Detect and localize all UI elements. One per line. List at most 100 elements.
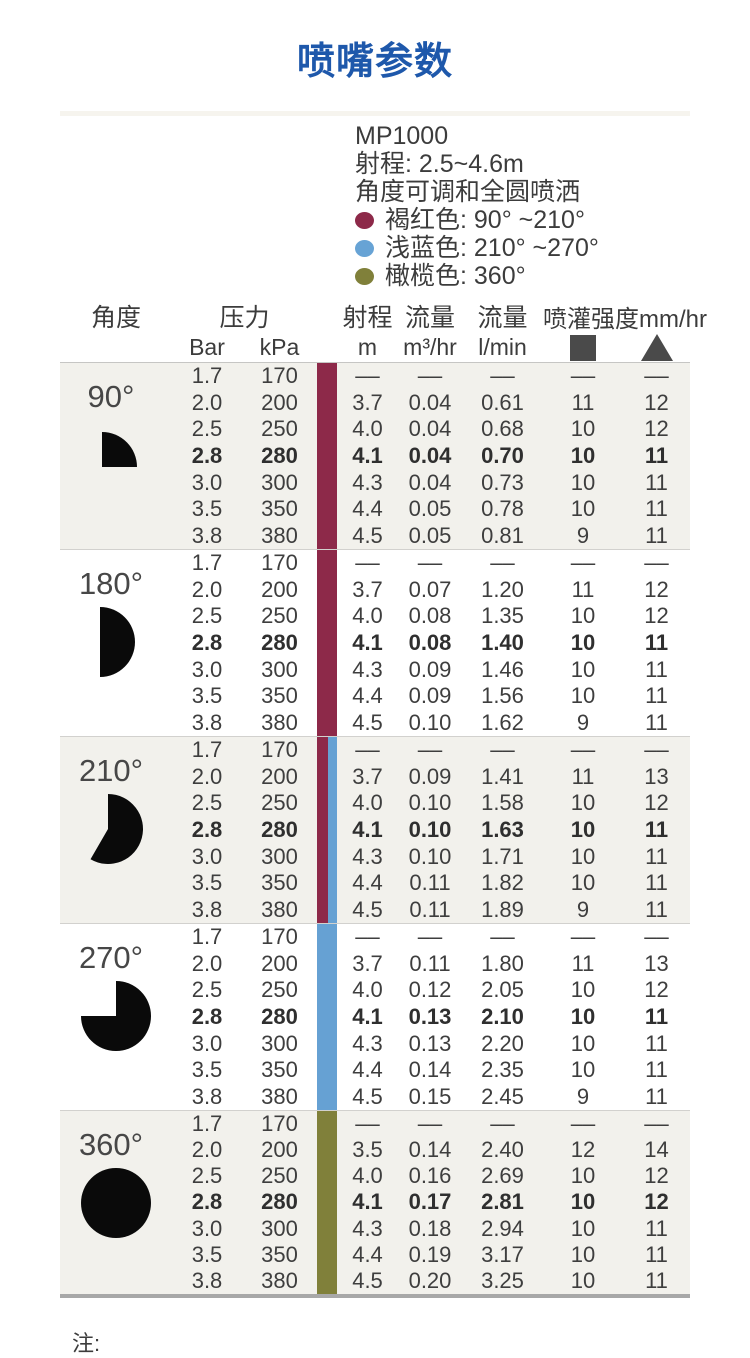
table-cell: 2.5 bbox=[191, 416, 223, 442]
table-cell: 2.8 bbox=[191, 629, 223, 655]
table-cell: 0.11 bbox=[409, 896, 451, 922]
table-row: 2.0 200 3.5 0.14 2.40 12 14 bbox=[60, 1137, 690, 1163]
table-cell: –– bbox=[570, 1111, 596, 1137]
table-cell: 10 bbox=[570, 1189, 596, 1215]
table-row: 3.0 300 4.3 0.09 1.46 10 11 bbox=[60, 656, 690, 683]
table-header: 角度 压力 射程 流量 流量 喷灌强度mm/hr Bar kPa m m³/hr… bbox=[60, 298, 707, 363]
table-row: 2.8 280 4.1 0.17 2.81 10 12 bbox=[60, 1189, 690, 1215]
product-range: 射程: 2.5~4.6m bbox=[355, 150, 524, 178]
table-cell: 11 bbox=[645, 469, 668, 495]
table-row: 2.5 250 4.0 0.12 2.05 10 12 bbox=[60, 977, 690, 1004]
table-cell: 0.20 bbox=[408, 1267, 452, 1293]
table-cell: 2.40 bbox=[481, 1137, 524, 1163]
table-cell: 12 bbox=[644, 416, 669, 442]
table-row: 1.7 170 –– –– –– –– –– bbox=[60, 363, 690, 390]
table-cell: 1.62 bbox=[481, 709, 524, 735]
table-cell: –– bbox=[417, 737, 443, 763]
table-cell: 1.20 bbox=[481, 576, 524, 602]
table-cell: 10 bbox=[570, 1057, 596, 1083]
table-cell: 170 bbox=[261, 550, 298, 576]
table-cell: 10 bbox=[570, 629, 596, 655]
table-cell: –– bbox=[644, 550, 669, 576]
table-cell: 3.0 bbox=[191, 843, 223, 869]
table-cell: 0.14 bbox=[408, 1057, 452, 1083]
table-cell: 10 bbox=[570, 1003, 596, 1029]
table-cell: 250 bbox=[261, 1163, 298, 1189]
table-cell: 2.69 bbox=[481, 1163, 524, 1189]
table-cell: 2.81 bbox=[481, 1189, 524, 1215]
table-cell: –– bbox=[490, 1111, 515, 1137]
table-cell: 380 bbox=[261, 709, 298, 735]
table-cell: –– bbox=[490, 363, 515, 389]
bar-strip bbox=[317, 550, 337, 736]
table-cell: 2.0 bbox=[191, 1137, 223, 1163]
table-cell: 12 bbox=[570, 1137, 596, 1163]
angle-block: 90° bbox=[60, 363, 172, 549]
table-cell: 1.7 bbox=[191, 737, 223, 763]
table-cell: 0.10 bbox=[408, 709, 452, 735]
table-cell: 4.4 bbox=[352, 870, 383, 896]
table-cell: 250 bbox=[261, 790, 298, 816]
table-cell: 14 bbox=[644, 1137, 669, 1163]
table-cell: 10 bbox=[570, 1215, 596, 1241]
table-cell: 4.4 bbox=[352, 1057, 383, 1083]
table-cell: 1.82 bbox=[481, 870, 524, 896]
table-row: 3.0 300 4.3 0.04 0.73 10 11 bbox=[60, 469, 690, 496]
header-pressure: 压力 bbox=[219, 304, 270, 332]
section-rows: 1.7 170 –– –– –– –– –– 2.0 200 3.7 0.04 0.61 11 12 2.5… bbox=[60, 363, 690, 549]
bar-strip bbox=[317, 924, 337, 1110]
table-row: 3.8 380 4.5 0.11 1.89 9 11 bbox=[60, 896, 690, 923]
table-cell: 2.0 bbox=[191, 576, 223, 602]
angle-block: 210° bbox=[60, 737, 172, 923]
section-rows: 1.7 170 –– –– –– –– –– 2.0 200 3.7 0.07 1.20 11 12 2.5… bbox=[60, 550, 690, 736]
table-cell: 380 bbox=[261, 896, 298, 922]
table-row: 2.8 280 4.1 0.10 1.63 10 11 bbox=[60, 817, 690, 844]
table-cell: 4.5 bbox=[352, 1083, 383, 1109]
table-cell: 0.04 bbox=[408, 442, 452, 468]
section-360: 1.7 170 –– –– –– –– –– 2.0 200 3.5 0.14 2.40 12 14 2.5… bbox=[60, 1111, 690, 1298]
section-90: 1.7 170 –– –– –– –– –– 2.0 200 3.7 0.04 0.61 11 12 2.5… bbox=[60, 363, 690, 550]
table-row: 1.7 170 –– –– –– –– –– bbox=[60, 924, 690, 951]
spray-arc-360-icon bbox=[81, 1168, 151, 1238]
table-cell: 11 bbox=[645, 896, 668, 922]
table-cell: –– bbox=[490, 737, 515, 763]
unit-m: m bbox=[357, 334, 378, 360]
table-cell: –– bbox=[570, 550, 596, 576]
table-cell: 2.5 bbox=[191, 790, 223, 816]
table-row: 2.8 280 4.1 0.13 2.10 10 11 bbox=[60, 1004, 690, 1031]
product-model: MP1000 bbox=[355, 122, 449, 150]
table-cell: 200 bbox=[261, 950, 298, 976]
table-cell: 2.05 bbox=[481, 977, 524, 1003]
table-cell: 11 bbox=[644, 629, 669, 655]
header-row-labels: 角度 压力 射程 流量 流量 喷灌强度mm/hr bbox=[60, 298, 707, 333]
table-cell: 0.14 bbox=[408, 1137, 452, 1163]
table-cell: 350 bbox=[261, 1241, 298, 1267]
table-cell: 280 bbox=[261, 1003, 298, 1029]
table-cell: –– bbox=[644, 363, 669, 389]
table-row: 3.5 350 4.4 0.11 1.82 10 11 bbox=[60, 870, 690, 897]
table-cell: 250 bbox=[261, 603, 298, 629]
bar-strip bbox=[328, 737, 337, 923]
table-cell: 0.78 bbox=[481, 496, 524, 522]
table-cell: 0.09 bbox=[408, 763, 452, 789]
table-cell: 1.56 bbox=[481, 683, 524, 709]
table-cell: 4.0 bbox=[352, 1163, 383, 1189]
table-cell: 0.19 bbox=[408, 1241, 452, 1267]
table-cell: 2.20 bbox=[481, 1030, 524, 1056]
table-cell: 10 bbox=[570, 442, 596, 468]
table-row: 2.5 250 4.0 0.10 1.58 10 12 bbox=[60, 790, 690, 817]
table-cell: 12 bbox=[644, 977, 669, 1003]
table-cell: –– bbox=[355, 1111, 380, 1137]
table-cell: 3.25 bbox=[481, 1267, 524, 1293]
table-cell: 11 bbox=[645, 496, 668, 522]
table-cell: 11 bbox=[645, 656, 668, 682]
table-cell: 10 bbox=[570, 1241, 596, 1267]
table-cell: 170 bbox=[261, 924, 298, 950]
table-row: 1.7 170 –– –– –– –– –– bbox=[60, 1111, 690, 1137]
table-cell: 10 bbox=[570, 469, 596, 495]
table-row: 2.0 200 3.7 0.04 0.61 11 12 bbox=[60, 390, 690, 417]
table-cell: 11 bbox=[645, 1083, 668, 1109]
table-row: 1.7 170 –– –– –– –– –– bbox=[60, 550, 690, 577]
table-cell: 4.1 bbox=[352, 1189, 383, 1215]
